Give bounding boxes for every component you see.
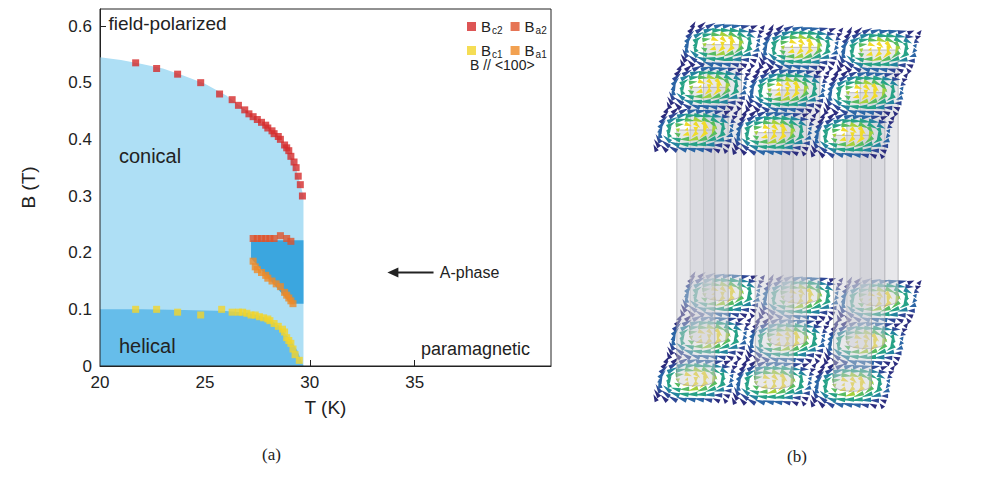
svg-text:B: B xyxy=(524,42,535,59)
svg-text:conical: conical xyxy=(119,145,181,167)
svg-text:c2: c2 xyxy=(492,25,503,36)
svg-text:0.6: 0.6 xyxy=(68,17,92,36)
svg-text:0.3: 0.3 xyxy=(68,187,92,206)
svg-text:a2: a2 xyxy=(536,25,548,36)
svg-text:B // <100>: B // <100> xyxy=(470,57,535,73)
svg-text:0.2: 0.2 xyxy=(68,243,92,262)
svg-text:(b): (b) xyxy=(787,447,807,466)
svg-text:helical: helical xyxy=(119,335,176,357)
svg-text:B: B xyxy=(481,18,491,35)
svg-text:A-phase: A-phase xyxy=(440,264,500,281)
svg-text:paramagnetic: paramagnetic xyxy=(421,339,530,359)
svg-text:field-polarized: field-polarized xyxy=(108,13,226,34)
svg-text:a1: a1 xyxy=(536,49,548,60)
svg-text:25: 25 xyxy=(195,373,214,392)
html-text:Bc1: Bc1 xyxy=(481,42,503,60)
svg-text:30: 30 xyxy=(300,373,319,392)
svg-text:20: 20 xyxy=(91,373,110,392)
svg-text:(a): (a) xyxy=(262,445,281,464)
svg-text:T (K): T (K) xyxy=(305,397,347,418)
svg-text:35: 35 xyxy=(405,373,424,392)
svg-text:B: B xyxy=(525,18,535,35)
svg-text:0: 0 xyxy=(82,356,92,376)
svg-text:B (T): B (T) xyxy=(18,166,39,208)
svg-text:0.5: 0.5 xyxy=(68,73,92,92)
svg-text:0.1: 0.1 xyxy=(68,300,92,319)
svg-text:0.4: 0.4 xyxy=(68,130,92,149)
